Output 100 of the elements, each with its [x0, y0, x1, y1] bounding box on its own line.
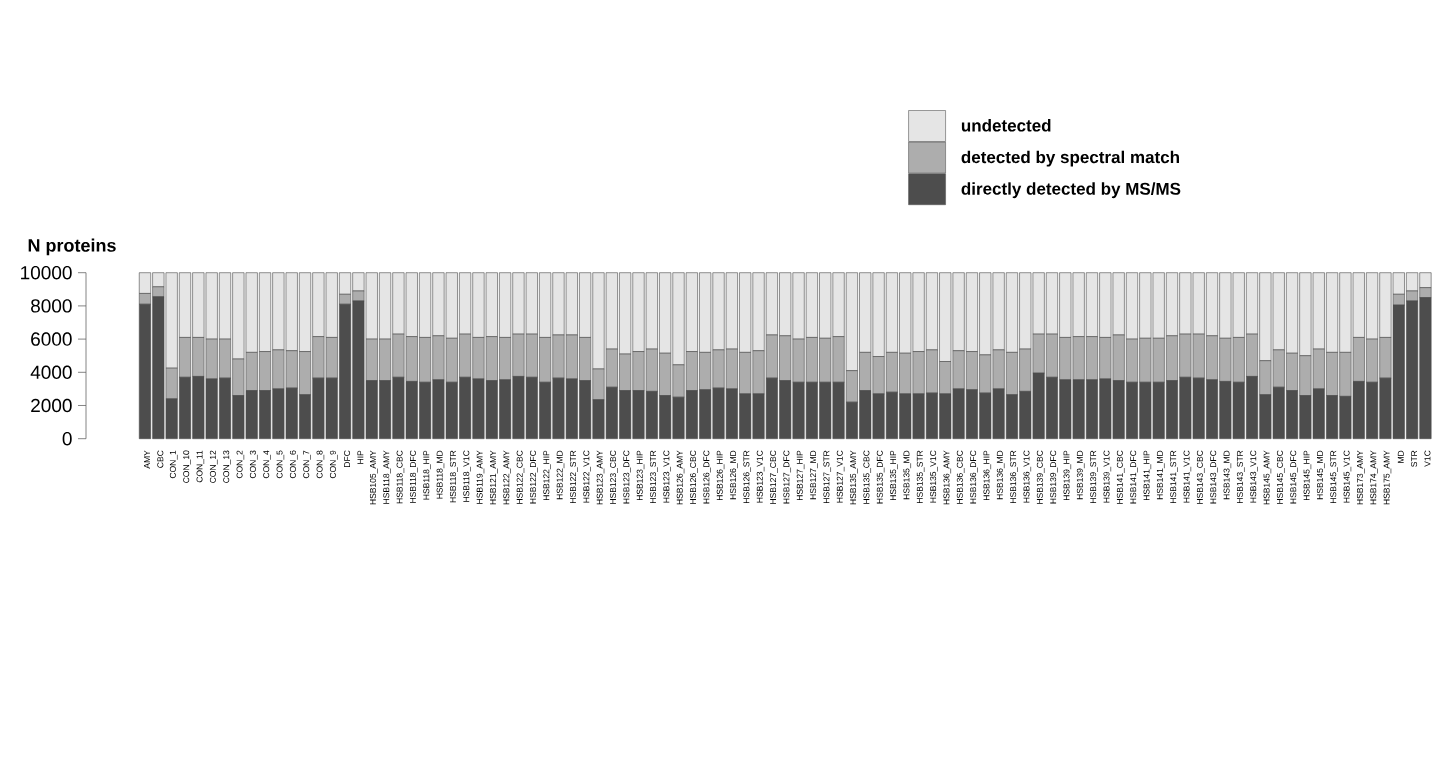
x-tick-label: CON_13: [223, 450, 231, 483]
x-tick-label: CON_3: [249, 450, 258, 479]
x-tick-label: CON_4: [263, 450, 271, 479]
x-tick-label: HSB136_AMY: [943, 450, 952, 505]
x-tick-label: HSB139_HIP: [1063, 450, 1072, 501]
x-tick-label: HSB136_DFC: [970, 450, 978, 504]
x-tick-label: HSB123_V1C: [663, 450, 671, 503]
x-tick-label: HSB126_AMY: [676, 450, 685, 505]
x-tick-label: CBC: [157, 450, 164, 468]
x-tick-label: HSB123_V1C: [756, 450, 765, 503]
x-tick-label: HSB118_CBC: [396, 450, 405, 504]
x-tick-label: CON_8: [316, 450, 325, 479]
x-tick-label: HSB119_AMY: [476, 450, 485, 504]
x-tick-label: CON_6: [289, 450, 298, 479]
x-tick-label: HSB123_HIP: [636, 450, 645, 501]
x-tick-label: HSB127_MD: [810, 450, 818, 500]
x-tick-label: HSB118_AMY: [383, 450, 391, 504]
x-tick-label: HSB122_DFC: [529, 450, 538, 504]
x-tick-label: HSB135_DFC: [876, 450, 885, 504]
x-tick-label: HSB145_DFC: [1290, 450, 1298, 504]
x-tick-label: HSB143_MD: [1223, 450, 1232, 500]
x-tick-label: HSB136_HIP: [983, 450, 992, 501]
x-tick-label: CON_11: [196, 450, 205, 483]
x-tick-label: HSB126_CBC: [690, 450, 698, 504]
x-tick-label: HSB118_DFC: [409, 450, 418, 503]
x-tick-label: HSB141_STR: [1170, 450, 1178, 503]
x-tick-label: HSB127_V1C: [836, 450, 845, 503]
x-tick-label: HSB145_V1C: [1343, 450, 1352, 503]
x-tick-label: HSB145_MD: [1316, 450, 1325, 500]
y-tick-label: 6000: [31, 332, 72, 346]
x-tick-label: HSB126_MD: [730, 450, 738, 500]
x-tick-label: V1C: [1424, 450, 1431, 467]
x-tick-label: HSB173_AMY: [1356, 450, 1365, 505]
x-tick-label: HSB139_V1C: [1103, 450, 1112, 503]
x-tick-label: HSB135_V1C: [930, 450, 938, 503]
x-tick-label: HSB118_V1C: [463, 450, 471, 502]
x-tick-label: HSB126_STR: [743, 450, 752, 503]
y-axis-title: N proteins: [28, 238, 116, 256]
x-tick-label: HSB136_V1C: [1023, 450, 1032, 503]
x-tick-label: HSB145_STR: [1330, 450, 1338, 503]
x-tick-label: HSB123_AMY: [596, 450, 605, 505]
x-tick-label: HSB127_DFC: [783, 450, 792, 504]
x-tick-label: HSB122_V1C: [583, 450, 591, 503]
x-tick-label: MD: [1397, 450, 1404, 463]
y-tick-label: 0: [62, 431, 72, 446]
x-tick-label: HSB141_CBC: [1116, 450, 1125, 504]
x-tick-label: CON_12: [209, 450, 218, 483]
x-tick-label: HSB143_STR: [1236, 450, 1245, 503]
x-tick-label: HSB174_AMY: [1370, 450, 1378, 505]
x-tick-label: CON_5: [276, 450, 285, 479]
legend-label: undetected: [961, 119, 1051, 132]
legend-label: directly detected by MS/MS: [961, 182, 1181, 199]
x-tick-label: HSB143_V1C: [1250, 450, 1258, 503]
x-tick-label: HSB143_DFC: [1210, 450, 1218, 504]
x-tick-label: HSB141_DFC: [1130, 450, 1138, 504]
x-tick-label: HSB135_STR: [916, 450, 925, 503]
x-tick-label: HSB126_DFC: [703, 450, 711, 504]
x-tick-label: HSB136_STR: [1010, 450, 1018, 503]
x-tick-label: CON_9: [329, 450, 338, 479]
y-tick-label: 8000: [31, 299, 72, 313]
x-tick-label: STR: [1411, 450, 1418, 467]
legend-label: detected by spectral match: [961, 150, 1179, 167]
x-tick-label: HSB127_CBC: [770, 450, 778, 504]
x-tick-label: HSB122_MD: [556, 450, 565, 500]
x-tick-label: HSB123_STR: [650, 450, 658, 503]
x-tick-label: HSB139_MD: [1076, 450, 1085, 500]
x-tick-label: HSB123_DFC: [623, 450, 631, 504]
x-tick-label: HSB135_HIP: [890, 450, 898, 501]
x-tick-label: HSB121_AMY: [489, 450, 498, 505]
x-tick-label: HIP: [357, 450, 364, 464]
x-tick-label: HSB141_V1C: [1183, 450, 1192, 503]
x-tick-label: HSB145_AMY: [1263, 450, 1272, 505]
x-tick-label: HSB136_MD: [996, 450, 1005, 500]
x-tick-label: HSB105_AMY: [369, 450, 378, 505]
x-tick-label: HSB141_HIP: [1143, 450, 1152, 501]
x-tick-label: HSB135_AMY: [850, 450, 858, 505]
x-tick-label: CON_2: [236, 450, 245, 479]
x-tick-label: CON_1: [169, 450, 178, 479]
x-tick-label: HSB139_STR: [1090, 450, 1098, 503]
y-tick-label: 10000: [21, 265, 72, 280]
x-tick-label: HSB122_HIP: [543, 450, 551, 501]
x-tick-label: HSB139_CBC: [1036, 450, 1045, 504]
y-tick-label: 4000: [30, 365, 72, 380]
x-tick-label: HSB145_HIP: [1303, 450, 1312, 501]
x-tick-label: CON_10: [183, 450, 191, 483]
x-tick-label: HSB143_CBC: [1196, 450, 1205, 504]
x-tick-label: HSB127_HIP: [796, 450, 805, 501]
x-tick-label: CON_7: [303, 450, 311, 479]
x-tick-label: HSB145_CBC: [1276, 450, 1285, 504]
x-tick-label: HSB126_HIP: [716, 450, 725, 501]
x-tick-label: HSB122_STR: [570, 450, 578, 503]
x-tick-label: HSB122_AMY: [503, 450, 511, 505]
y-tick-label: 2000: [31, 398, 72, 413]
x-tick-label: DFC: [344, 450, 351, 468]
x-tick-label: HSB123_CBC: [610, 450, 618, 504]
x-tick-label: HSB136_CBC: [956, 450, 965, 504]
x-tick-label: HSB118_HIP: [423, 450, 431, 500]
x-tick-label: HSB139_DFC: [1050, 450, 1058, 504]
x-tick-label: HSB122_CBC: [516, 450, 525, 504]
x-tick-label: HSB141_MD: [1156, 450, 1165, 500]
